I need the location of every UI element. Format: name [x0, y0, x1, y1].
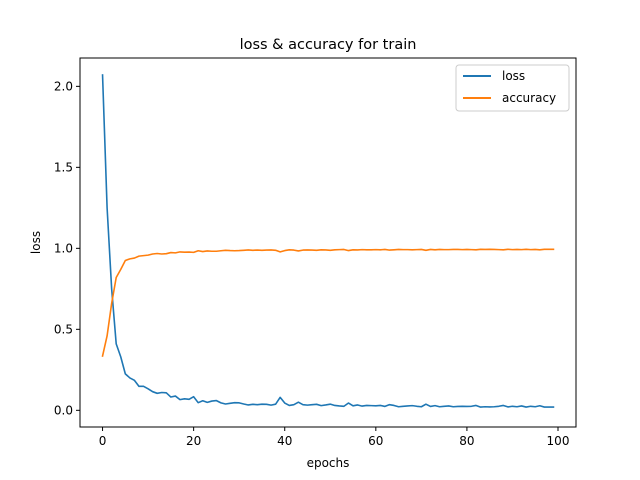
series-line-accuracy: [101, 248, 555, 358]
y-tick-label: 0.5: [54, 322, 73, 336]
x-tick-label: 0: [99, 434, 107, 448]
x-tick-label: 20: [186, 434, 201, 448]
y-axis-label: loss: [29, 231, 43, 254]
legend: loss accuracy: [455, 64, 570, 112]
series-layer: [101, 74, 555, 408]
y-tick-label: 1.5: [54, 160, 73, 174]
x-tick-label: 40: [277, 434, 292, 448]
y-tick-label: 1.0: [54, 241, 73, 255]
y-tick-label: 2.0: [54, 79, 73, 93]
x-tick-label: 100: [547, 434, 570, 448]
plot-frame: [79, 57, 577, 428]
legend-label-accuracy: accuracy: [502, 91, 556, 105]
chart-title: loss & accuracy for train: [240, 37, 417, 53]
legend-label-loss: loss: [502, 69, 525, 83]
y-tick-label: 0.0: [54, 403, 73, 417]
x-axis-label: epochs: [307, 456, 350, 470]
x-axis: 0 20 40 60 80 100: [99, 427, 570, 448]
y-axis: 0.0 0.5 1.0 1.5 2.0: [54, 79, 80, 417]
x-tick-label: 60: [368, 434, 383, 448]
x-tick-label: 80: [459, 434, 474, 448]
plot-area: [79, 57, 577, 428]
series-line-loss: [101, 74, 555, 408]
